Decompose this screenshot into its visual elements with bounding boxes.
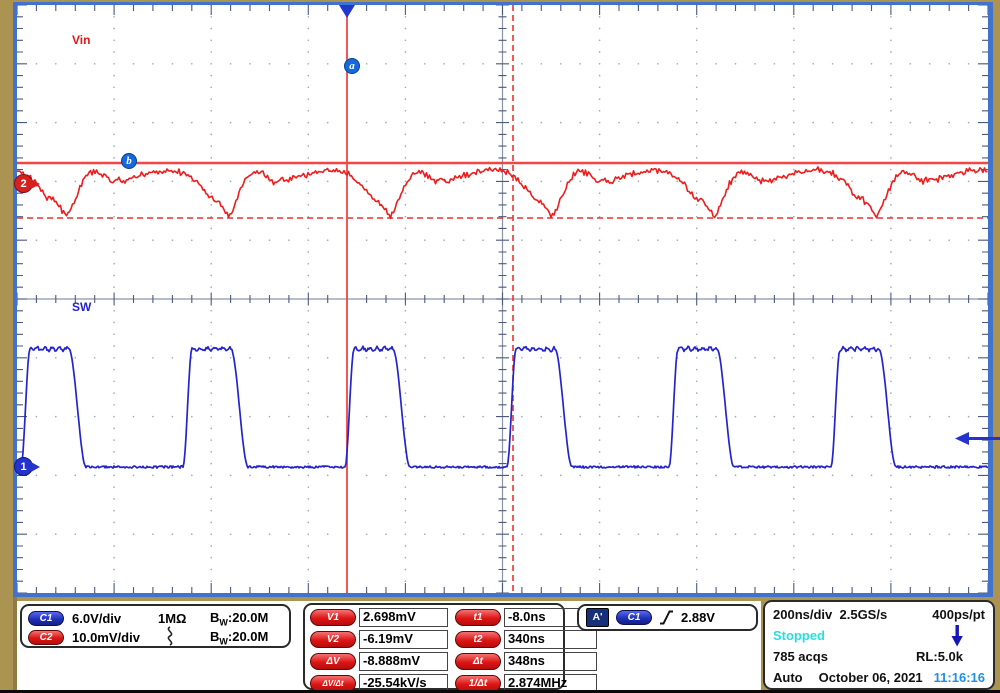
- cursor-b-handle[interactable]: b: [121, 153, 137, 169]
- channel-2-bandwidth: BW:20.0M: [210, 628, 269, 647]
- v1-label: V1: [310, 609, 356, 626]
- vin-trace-label: Vin: [72, 33, 91, 47]
- channel-1-scale: 6.0V/div: [72, 611, 122, 626]
- acquisition-count: 785 acqs: [773, 649, 828, 664]
- ac-coupling-icon: [158, 626, 210, 649]
- delta-v-label: ΔV: [310, 653, 356, 670]
- trigger-badge[interactable]: A' C1 2.88V: [577, 604, 758, 631]
- record-length-value: RL:5.0k: [916, 649, 963, 664]
- channel-1-bandwidth: BW:20.0M: [210, 609, 269, 628]
- delta-t-label: Δt: [455, 653, 501, 670]
- window-bottom-edge: [0, 690, 1000, 693]
- timebase-value: 200ns/div: [773, 607, 833, 622]
- trigger-mode-badge[interactable]: A': [586, 608, 609, 627]
- resolution-value: 400ps/pt: [932, 607, 985, 622]
- channel-settings-badge[interactable]: C1 6.0V/div 1MΩ BW:20.0M C2 10.0mV/div B…: [20, 604, 291, 648]
- v2-label: V2: [310, 631, 356, 648]
- cursor-a-handle[interactable]: a: [344, 58, 360, 74]
- channel-1-reference-marker[interactable]: 1: [14, 457, 40, 476]
- voltage-cursor-column: V1 2.698mV V2 -6.19mV ΔV -8.888mV ΔV/Δt -25.…: [310, 608, 448, 693]
- v2-value: -6.19mV: [359, 630, 448, 649]
- waveform-display-frame: Vin SW a b 2 1: [13, 2, 1000, 597]
- channel-2-marker-arrow-icon: [31, 178, 40, 189]
- left-edge-divider: [13, 597, 17, 690]
- channel-2-scale: 10.0mV/div: [72, 630, 140, 645]
- channel-1-row[interactable]: C1 6.0V/div 1MΩ BW:20.0M: [28, 609, 282, 628]
- acquisition-status: Stopped: [773, 628, 825, 643]
- graticule-area[interactable]: Vin SW a b: [17, 5, 988, 593]
- trigger-position-down-arrow-icon: [951, 624, 963, 647]
- trigger-mode-value: Auto: [773, 670, 803, 685]
- date-value: October 06, 2021: [818, 670, 923, 685]
- channel-2-marker-label: 2: [14, 174, 33, 193]
- t2-label: t2: [455, 631, 501, 648]
- t2-value: 340ns: [504, 630, 597, 649]
- time-cursor-column: t1 -8.0ns t2 340ns Δt 348ns 1/Δt 2.874MHz: [455, 608, 597, 693]
- channel-2-badge[interactable]: C2: [28, 630, 64, 645]
- trigger-level-value: 2.88V: [681, 610, 715, 625]
- waveform-canvas: [17, 5, 988, 593]
- rising-edge-icon: [659, 609, 674, 626]
- horizontal-acquisition-badge[interactable]: 200ns/div 2.5GS/s 400ps/pt Stopped 785 a…: [763, 600, 995, 690]
- cursor-readout-badge[interactable]: V1 2.698mV V2 -6.19mV ΔV -8.888mV ΔV/Δt -25.…: [303, 603, 597, 693]
- t1-label: t1: [455, 609, 501, 626]
- channel-1-badge[interactable]: C1: [28, 611, 64, 626]
- delta-v-value: -8.888mV: [359, 652, 448, 671]
- delta-t-value: 348ns: [504, 652, 597, 671]
- channel-1-marker-arrow-icon: [31, 461, 40, 472]
- sample-rate-value: 2.5GS/s: [839, 607, 888, 622]
- channel-1-termination: 1MΩ: [158, 611, 187, 626]
- channel-2-reference-marker[interactable]: 2: [14, 174, 40, 193]
- sw-trace-label: SW: [72, 300, 92, 314]
- v1-value: 2.698mV: [359, 608, 448, 627]
- clock-value: 11:16:16: [933, 670, 985, 685]
- channel-2-row[interactable]: C2 10.0mV/div BW:20.0M: [28, 626, 282, 649]
- right-edge-trigger-level-arrow-icon[interactable]: [955, 431, 1000, 451]
- trigger-source-badge[interactable]: C1: [616, 610, 652, 625]
